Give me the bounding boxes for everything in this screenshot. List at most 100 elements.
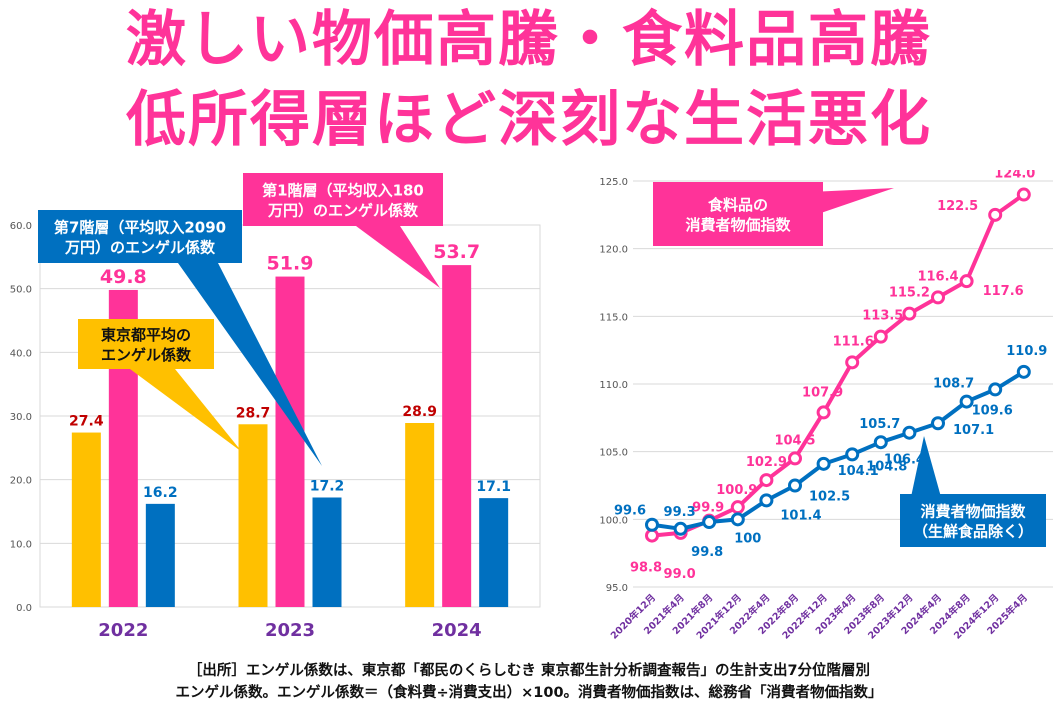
page-title-line-1: 激しい物価高騰・食料品高騰: [126, 5, 932, 75]
y-tick-label: 105.0: [599, 448, 628, 459]
point-data-label: 105.7: [859, 417, 900, 432]
tier1-callout-text: 万円）のエンゲル係数: [267, 202, 419, 220]
bar: [145, 503, 175, 607]
tokyo-avg-callout-text: エンゲル係数: [101, 346, 192, 364]
core-cpi-callout-text: 消費者物価指数: [920, 503, 1026, 521]
point-data-label: 99.0: [664, 567, 696, 582]
core-cpi-callout-text: （生鮮食品除く）: [913, 523, 1033, 541]
y-tick-label: 100.0: [599, 515, 628, 526]
tier7-callout-box: [38, 210, 242, 263]
data-point: [645, 517, 659, 532]
point-data-label: 111.6: [833, 334, 874, 349]
point-data-label: 104.1: [838, 464, 879, 479]
bar-data-label: 51.9: [267, 253, 314, 275]
y-tick-label: 125.0: [599, 177, 628, 188]
y-tick-label: 95.0: [606, 583, 628, 594]
bar: [479, 498, 509, 607]
data-point: [816, 456, 831, 471]
y-tick-label: 50.0: [10, 285, 32, 296]
tokyo-avg-callout-pointer: [130, 369, 242, 452]
bar: [238, 424, 268, 607]
point-data-label: 108.7: [933, 377, 974, 392]
cpi-line-chart: 95.0100.0105.0110.0115.0120.0125.02020年1…: [599, 170, 1053, 642]
data-point: [788, 451, 802, 466]
source-note-line-2: エンゲル係数。エンゲル係数＝（食料費÷消費支出）×100。消費者物価指数は、総務…: [175, 685, 883, 701]
bar: [71, 432, 101, 607]
point-data-label: 107.9: [802, 385, 843, 400]
data-point: [873, 329, 888, 344]
y-tick-label: 0.0: [16, 603, 32, 614]
bar-data-label: 17.2: [310, 478, 345, 494]
food-cpi-callout-text: 消費者物価指数: [685, 216, 791, 234]
data-point: [673, 521, 688, 536]
y-tick-label: 60.0: [10, 221, 32, 232]
point-data-label: 107.1: [953, 423, 994, 438]
x-category-label: 2023: [265, 620, 315, 641]
data-point: [959, 274, 974, 289]
point-data-label: 113.5: [862, 309, 903, 324]
bar-data-label: 16.2: [143, 485, 178, 501]
point-data-label: 99.8: [691, 545, 723, 560]
food-cpi-callout-pointer: [810, 188, 894, 215]
data-point: [1016, 364, 1031, 379]
data-point: [730, 500, 745, 515]
tier1-callout-text: 第1階層（平均収入180: [262, 182, 424, 200]
data-point: [988, 382, 1003, 397]
y-tick-label: 20.0: [10, 476, 32, 487]
data-point: [873, 435, 888, 450]
point-data-label: 99.3: [664, 505, 696, 520]
engel-bar-chart: 0.0 10.0 20.0 30.0 40.0 50.0 60.0 27.4 49.8 16.2 2…: [10, 173, 541, 641]
data-point: [959, 394, 974, 409]
point-data-label: 115.2: [889, 286, 930, 301]
tier7-callout-text: 万円）のエンゲル係数: [64, 239, 216, 257]
bar-data-label: 17.1: [476, 479, 511, 495]
point-data-label: 102.5: [809, 490, 850, 505]
point-data-label: 98.8: [630, 561, 662, 576]
bar: [405, 423, 435, 607]
data-point: [988, 207, 1003, 222]
tier7-callout-text: 第7階層（平均収入2090: [54, 219, 226, 237]
y-tick-label: 30.0: [10, 412, 32, 423]
data-point: [759, 493, 774, 508]
data-point: [816, 405, 831, 420]
data-point: [931, 416, 945, 431]
data-point: [931, 290, 945, 305]
tokyo-avg-callout-text: 東京都平均の: [101, 326, 191, 344]
point-data-label: 122.5: [937, 199, 978, 214]
core-cpi-callout-pointer: [911, 436, 941, 497]
data-point: [845, 355, 860, 370]
source-note-line-1: ［出所］エンゲル係数は、東京都「都民のくらしむき 東京都生計分析調査報告」の生計…: [187, 663, 871, 679]
bar: [442, 265, 472, 607]
page-title-line-2: 低所得層ほど深刻な生活悪化: [126, 85, 932, 155]
point-data-label: 100: [734, 531, 761, 546]
y-tick-label: 40.0: [10, 348, 32, 359]
tier7-callout-pointer: [178, 263, 322, 466]
data-point: [730, 512, 745, 527]
bar: [312, 497, 342, 607]
food-cpi-callout-text: 食料品の: [708, 196, 768, 214]
point-data-label: 104.5: [774, 433, 815, 448]
point-data-label: 99.9: [692, 501, 724, 516]
point-data-label: 106.4: [884, 453, 925, 468]
tokyo-avg-callout-box: [78, 319, 214, 369]
x-category-label: 2024: [432, 620, 482, 641]
y-tick-label: 120.0: [599, 245, 628, 256]
tier1-callout-pointer: [356, 226, 440, 288]
y-tick-label: 10.0: [10, 539, 32, 550]
bar-data-label: 28.9: [402, 404, 437, 420]
point-data-label: 124.0: [994, 170, 1035, 182]
y-tick-label: 110.0: [599, 380, 628, 391]
bar-data-label: 53.7: [433, 241, 480, 263]
point-data-label: 110.9: [1006, 344, 1047, 359]
y-tick-label: 115.0: [599, 312, 628, 323]
tier1-callout-box: [243, 173, 443, 226]
source-note: ［出所］エンゲル係数は、東京都「都民のくらしむき 東京都生計分析調査報告」の生計…: [0, 660, 1058, 704]
data-point: [788, 478, 802, 493]
point-data-label: 100.9: [716, 483, 757, 498]
point-data-label: 116.4: [917, 269, 958, 284]
bar-data-label: 49.8: [100, 266, 147, 288]
point-data-label: 117.6: [983, 284, 1024, 299]
bar-data-label: 28.7: [236, 405, 271, 421]
data-point: [902, 425, 917, 440]
point-data-label: 101.4: [780, 508, 821, 523]
